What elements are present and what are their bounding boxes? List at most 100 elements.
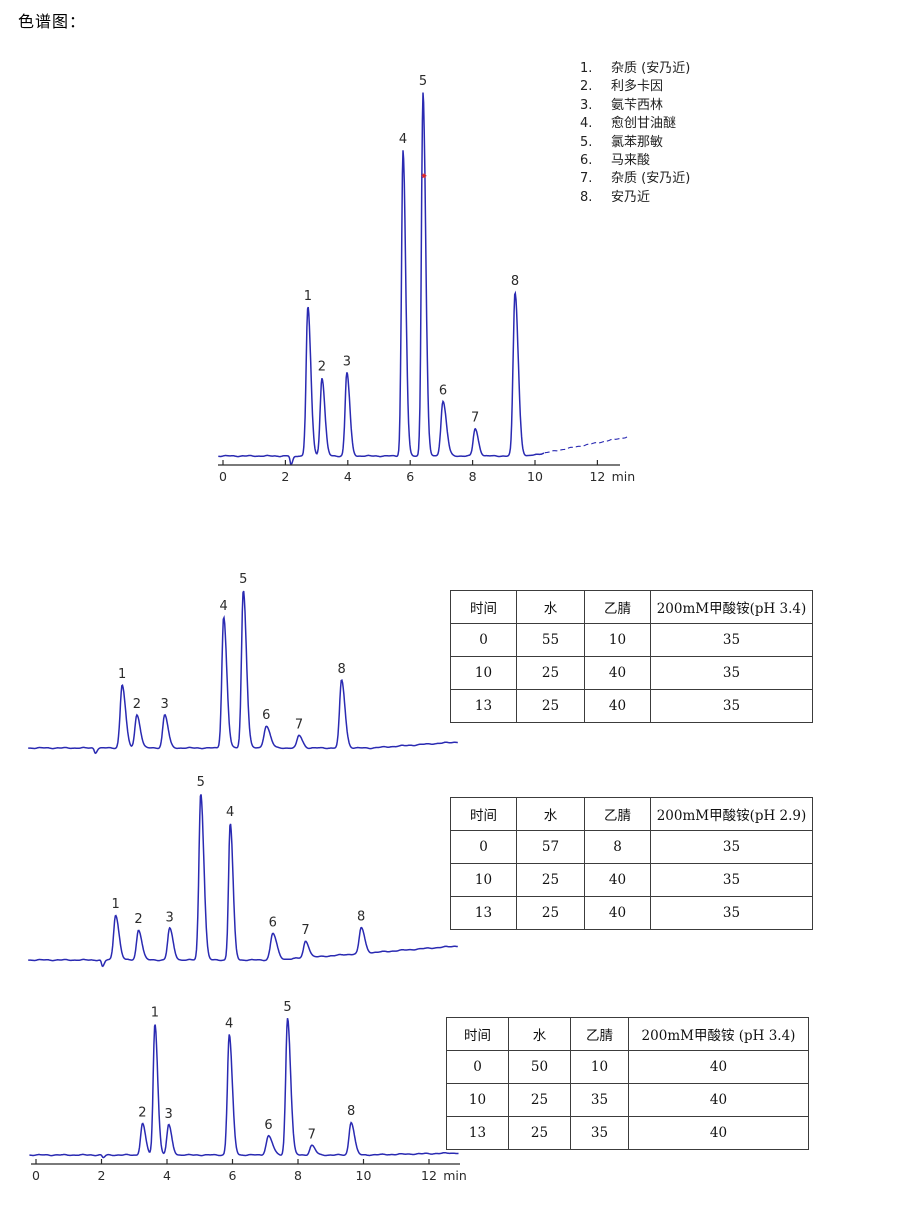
x-axis-tick-label: 6: [229, 1168, 237, 1183]
peak-label-5: 5: [239, 572, 247, 587]
legend-item-number: 7.: [580, 171, 593, 187]
peak-legend: 1. 杂质 (安乃近) 2. 利多卡因 3. 氨苄西林 4. 愈创甘油醚 5. 氯苯那敏 6. 马来酸…: [580, 60, 690, 207]
gradient-table: 时间水乙腈 200mM甲酸铵(pH 3.4) 0 55 10 35 10 25 40 35 13 25…: [450, 590, 813, 723]
legend-item-label: 安乃近: [611, 189, 651, 205]
chromatogram-gradient-1: 12 3 45 6 7 8: [28, 572, 458, 755]
table-row: 10 25 35 40: [446, 1083, 809, 1117]
legend-item-label: 利多卡因: [611, 79, 664, 95]
gradient-table-3: 时间水乙腈 200mM甲酸铵 (pH 3.4) 0 50 10 40 10 25 35 40 13 2…: [446, 1017, 809, 1150]
peak-label-8: 8: [357, 910, 365, 925]
table-cell: 13: [446, 1116, 509, 1150]
peak-label-6: 6: [264, 1118, 272, 1133]
x-axis-tick-label: 8: [294, 1168, 302, 1183]
table-header-cell: 200mM甲酸铵 (pH 3.4): [628, 1017, 809, 1051]
legend-item: 3. 氨苄西林: [580, 97, 690, 115]
table-row: 0 55 10 35: [450, 623, 813, 657]
peak-label-4: 4: [399, 132, 407, 147]
x-axis-tick-label: 4: [163, 1168, 171, 1183]
table-cell: 40: [628, 1050, 809, 1084]
table-row: 13 25 35 40: [446, 1116, 809, 1150]
legend-item-number: 6.: [580, 153, 593, 169]
peak-label-4: 4: [220, 599, 228, 614]
table-header-cell: 时间: [450, 590, 517, 624]
peak-label-5: 5: [197, 775, 205, 790]
x-axis-unit-label: min: [443, 1168, 467, 1183]
legend-item-label: 杂质 (安乃近): [611, 61, 691, 76]
peak-label-1: 1: [304, 289, 312, 304]
table-cell: 50: [508, 1050, 571, 1084]
legend-item-number: 1.: [580, 61, 593, 76]
peak-label-7: 7: [471, 411, 479, 426]
table-cell: 40: [584, 689, 651, 723]
gradient-table: 时间水乙腈 200mM甲酸铵(pH 2.9) 0 57 8 35 10 25 40 35 13 25 4…: [450, 797, 813, 930]
table-cell: 25: [516, 656, 585, 690]
table-cell: 0: [450, 830, 517, 864]
table-header-cell: 乙腈: [584, 590, 651, 624]
x-axis-tick-label: 2: [281, 469, 289, 484]
peak-label-1: 1: [111, 897, 119, 912]
table-cell: 35: [650, 896, 813, 930]
legend-item-label: 愈创甘油醚: [611, 116, 677, 132]
table-cell: 55: [516, 623, 585, 657]
legend-item-number: 3.: [580, 97, 593, 113]
table-cell: 35: [570, 1083, 629, 1117]
legend-item: 6. 马来酸: [580, 152, 690, 170]
x-axis-tick-label: 4: [344, 469, 352, 484]
x-axis-tick-label: 12: [589, 469, 605, 484]
legend-item-number: 5.: [580, 134, 593, 150]
red-asterisk-marker-icon: [421, 173, 427, 179]
peak-label-8: 8: [337, 662, 345, 677]
table-header-cell: 时间: [446, 1017, 509, 1051]
chromatogram-gradient-3: 2 1 3 4 6 5 7 8 0 2 4 6 8 10 12 min: [29, 1000, 467, 1183]
table-cell: 40: [628, 1116, 809, 1150]
legend-item: 1. 杂质 (安乃近): [580, 60, 690, 78]
table-header-cell: 200mM甲酸铵(pH 2.9): [650, 797, 813, 831]
x-axis-unit-label: min: [612, 469, 636, 484]
legend-item-label: 氯苯那敏: [611, 134, 664, 150]
table-header-cell: 乙腈: [570, 1017, 629, 1051]
peak-label-3: 3: [164, 1107, 172, 1122]
gradient-table-2: 时间水乙腈 200mM甲酸铵(pH 2.9) 0 57 8 35 10 25 40 35 13 25 4…: [450, 797, 813, 930]
legend-item: 8. 安乃近: [580, 189, 690, 207]
table-cell: 10: [570, 1050, 629, 1084]
peak-label-3: 3: [161, 697, 169, 712]
table-cell: 57: [516, 830, 585, 864]
peak-label-7: 7: [308, 1127, 316, 1142]
peak-label-2: 2: [133, 697, 141, 712]
peak-label-3: 3: [343, 354, 351, 369]
table-header-cell: 水: [516, 590, 585, 624]
peak-label-6: 6: [439, 383, 447, 398]
page-title: 色谱图：: [18, 12, 87, 31]
table-cell: 25: [508, 1116, 571, 1150]
trace-line: [218, 92, 545, 466]
legend-item-label: 氨苄西林: [611, 97, 664, 113]
peak-label-6: 6: [262, 708, 270, 723]
table-cell: 10: [450, 656, 517, 690]
table-cell: 35: [570, 1116, 629, 1150]
x-axis-tick-label: 8: [469, 469, 477, 484]
chromatogram-gradient-2: 12 3 5 4 6 7 8: [28, 775, 458, 968]
table-cell: 40: [584, 656, 651, 690]
legend-item: 4. 愈创甘油醚: [580, 115, 690, 133]
table-cell: 35: [650, 863, 813, 897]
peak-label-3: 3: [165, 910, 173, 925]
table-row: 13 25 40 35: [450, 896, 813, 930]
legend-item: 7. 杂质 (安乃近): [580, 170, 690, 188]
legend-item: 2. 利多卡因: [580, 78, 690, 96]
table-cell: 10: [450, 863, 517, 897]
peak-label-1: 1: [151, 1006, 159, 1021]
peak-label-2: 2: [318, 360, 326, 375]
peak-label-2: 2: [138, 1106, 146, 1121]
trace-line: [29, 1018, 459, 1159]
legend-item-number: 4.: [580, 116, 593, 132]
table-cell: 40: [584, 896, 651, 930]
legend-item-number: 8.: [580, 189, 593, 205]
trace-line: [28, 794, 458, 968]
table-cell: 25: [516, 689, 585, 723]
table-cell: 35: [650, 656, 813, 690]
x-axis-tick-label: 0: [219, 469, 227, 484]
table-cell: 25: [516, 863, 585, 897]
table-cell: 25: [508, 1083, 571, 1117]
